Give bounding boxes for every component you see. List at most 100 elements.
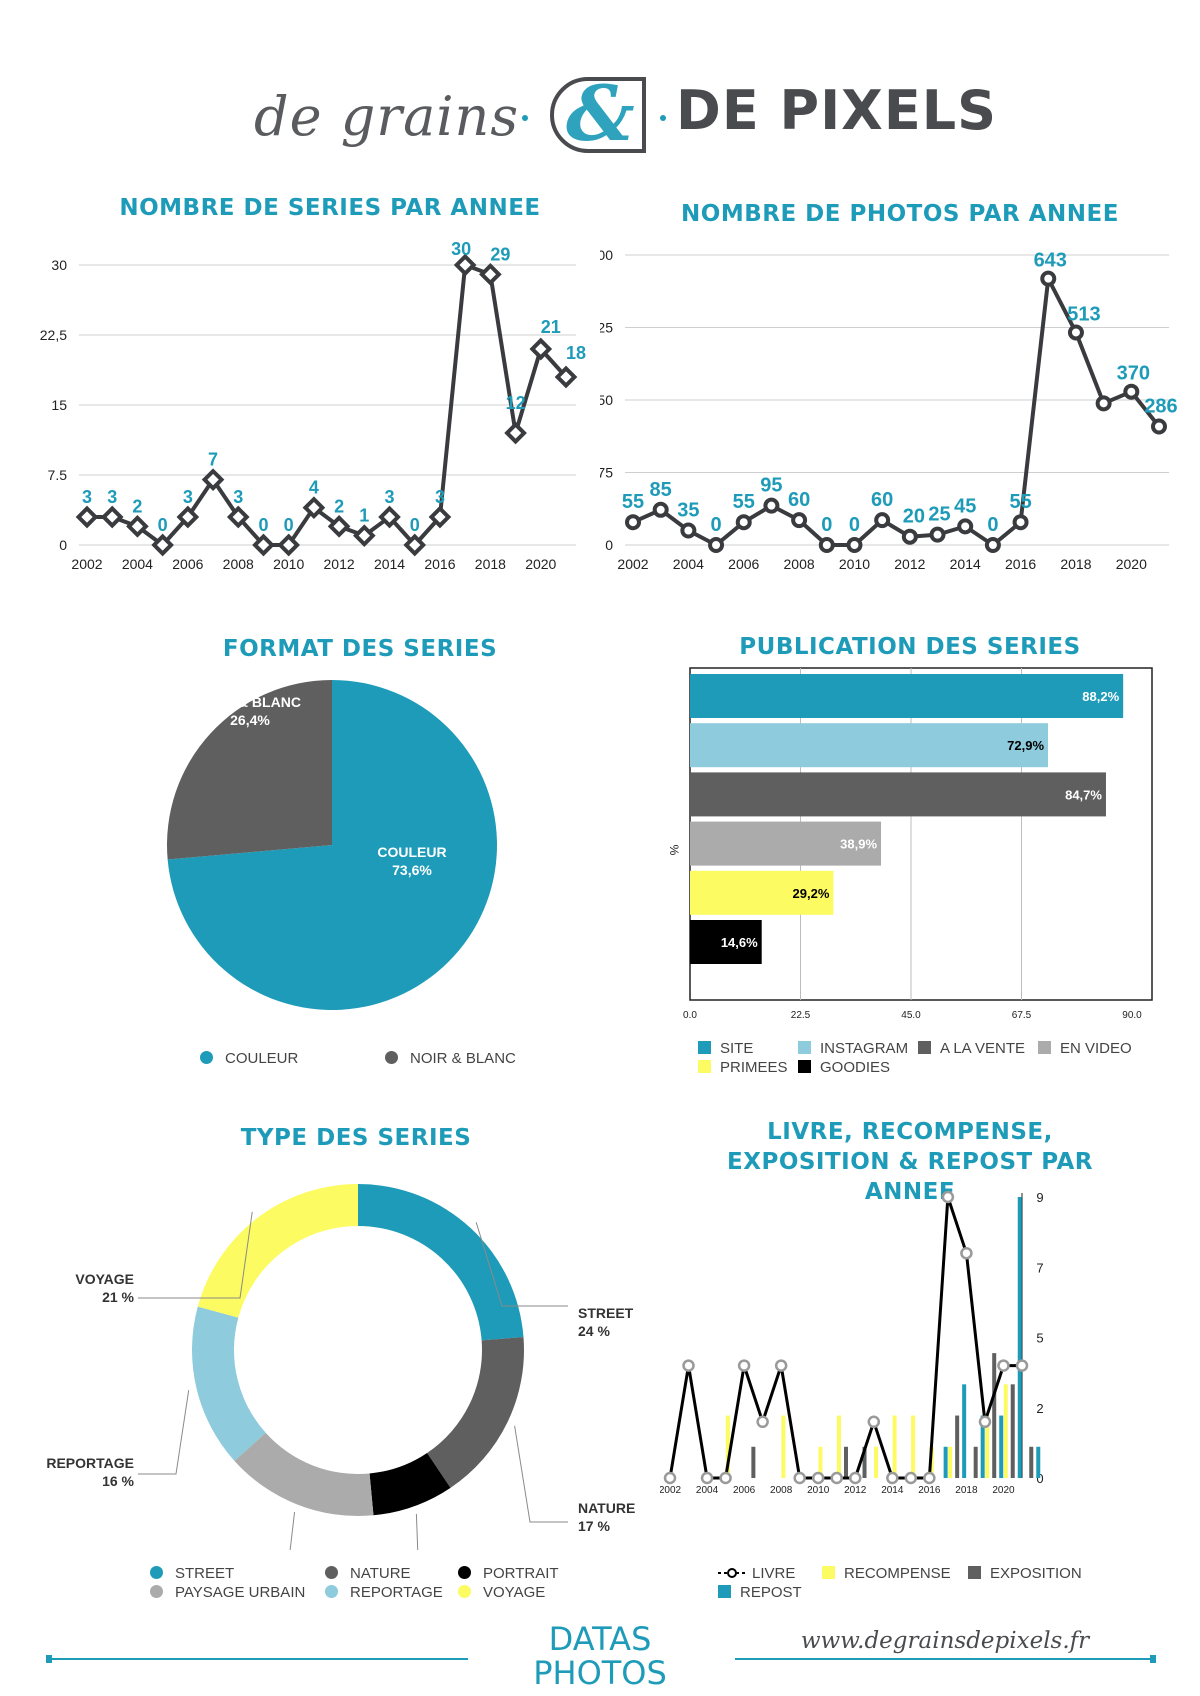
series-chart-data-label: 29: [490, 244, 510, 264]
series-chart-y-tick-label: 22,5: [40, 327, 67, 343]
series-chart-data-label: 18: [566, 343, 586, 363]
donut-slice-value-label: 21 %: [102, 1289, 134, 1305]
series-chart-x-tick-label: 2010: [273, 556, 304, 572]
photos-chart-data-label: 286: [1144, 396, 1177, 418]
books-livre-point: [886, 1471, 899, 1485]
photos-chart-y-tick-label: 700: [600, 247, 613, 263]
chart-format-pie: COULEUR 73,6% NOIR & BLANC 26,4%: [167, 680, 498, 1010]
photos-chart-data-label: 55: [1009, 491, 1031, 513]
books-livre-point: [867, 1415, 881, 1429]
donut-slice-nature: [427, 1337, 524, 1488]
legend-item-paysage-urbain: PAYSAGE URBAIN: [150, 1584, 305, 1601]
series-chart-y-tick-label: 0: [59, 537, 67, 553]
logo-ampersand-frame: [550, 77, 646, 153]
chart-title-photos-per-year: NOMBRE DE PHOTOS PAR ANNEE: [681, 201, 1119, 227]
legend-swatch-site: [698, 1041, 711, 1054]
series-chart-data-label: 1: [359, 506, 369, 526]
photos-chart-data-label: 0: [710, 514, 721, 536]
series-chart-point: [327, 515, 351, 538]
pie-slice-value-label: 73,6%: [392, 862, 432, 878]
legend-item-livre: LIVRE: [718, 1565, 795, 1582]
books-bar-exposition: [955, 1415, 960, 1478]
books-bar-recompense: [892, 1415, 897, 1478]
books-bar-exposition: [992, 1353, 997, 1478]
series-chart-point: [126, 515, 149, 538]
books-bar-recompense: [1003, 1384, 1008, 1478]
legend-label-a-la-vente: A LA VENTE: [940, 1040, 1026, 1057]
series-chart-data-label: 3: [233, 487, 243, 507]
donut-slice-paysage-urbain: [234, 1432, 374, 1516]
legend-item-site: SITE: [698, 1040, 753, 1057]
series-chart-data-label: 0: [284, 515, 294, 535]
series-chart-data-label: 12: [506, 393, 526, 413]
legend-item-noir-blanc: NOIR & BLANC: [385, 1050, 516, 1067]
publication-bar: [690, 772, 1106, 817]
series-chart-x-tick-label: 2004: [122, 556, 153, 572]
logo-dot-right: [660, 115, 666, 121]
series-chart-data-label: 3: [107, 487, 117, 507]
series-chart-data-label: 30: [451, 239, 471, 259]
footer-website-link[interactable]: www.degrainsdepixels.fr: [800, 1628, 1090, 1654]
publication-bar: [690, 723, 1049, 768]
series-chart-point: [479, 263, 502, 286]
photos-chart-y-tick-label: 0: [605, 537, 613, 553]
books-bar-exposition: [844, 1446, 848, 1478]
publication-bar-value-label: 88,2%: [1082, 689, 1119, 704]
legend-label-noir-blanc: NOIR & BLANC: [410, 1050, 516, 1067]
series-chart-point: [151, 533, 174, 557]
photos-chart-x-tick-label: 2016: [1005, 556, 1036, 572]
series-chart-data-label: 3: [385, 487, 395, 507]
photos-chart-point: [846, 537, 863, 553]
chart-photos-per-year: 0175350525700200220042006200820102012201…: [600, 247, 1178, 572]
books-right-tick-label: 5: [1036, 1331, 1043, 1346]
books-bar-recompense: [725, 1415, 730, 1478]
publication-x-tick-label: 67.5: [1012, 1010, 1032, 1021]
books-bar-repost: [980, 1415, 985, 1478]
photos-chart-point: [1067, 324, 1084, 341]
publication-axis-label: %: [667, 845, 681, 856]
photos-chart-data-label: 0: [987, 514, 998, 536]
donut-slice-value-label: 17 %: [578, 1518, 610, 1534]
footer-line-right-cap: [1150, 1655, 1156, 1663]
books-livre-point: [960, 1246, 973, 1260]
legend-label-goodies: GOODIES: [820, 1059, 891, 1076]
photos-chart-data-label: 55: [733, 491, 755, 513]
series-chart-point: [226, 505, 250, 529]
books-bar-recompense: [948, 1446, 953, 1478]
publication-bar: [690, 920, 762, 964]
chart-title-series-per-year: NOMBRE DE SERIES PAR ANNEE: [119, 195, 541, 221]
donut-leader-line: [475, 1222, 568, 1307]
books-bar-exposition: [751, 1446, 756, 1478]
books-bar-recompense: [818, 1446, 823, 1478]
donut-leader-line: [289, 1511, 296, 1550]
legend-swatch-a-la-vente: [918, 1041, 931, 1054]
footer-photos-text: PHOTOS: [533, 1654, 667, 1692]
books-right-tick-label: 7: [1036, 1260, 1043, 1275]
books-bar-exposition: [1029, 1446, 1034, 1478]
series-chart-point: [100, 505, 124, 529]
books-bar-exposition: [862, 1446, 867, 1478]
books-x-tick-label: 2004: [696, 1485, 719, 1496]
books-livre-point: [756, 1415, 769, 1429]
books-x-tick-label: 2006: [733, 1485, 756, 1496]
photos-chart-point: [1123, 383, 1140, 400]
series-chart-x-tick-label: 2012: [324, 556, 355, 572]
photos-chart-point: [1151, 418, 1167, 435]
photos-chart-x-tick-label: 2006: [728, 556, 759, 572]
pie-slice-name-label: COULEUR: [377, 844, 446, 860]
photos-chart-data-label: 25: [928, 504, 950, 526]
series-chart-y-tick-label: 15: [51, 397, 67, 413]
photos-chart-x-tick-label: 2014: [950, 556, 981, 572]
pie-slice-name-label: NOIR & BLANC: [199, 694, 301, 710]
donut-slice-voyage: [197, 1184, 358, 1318]
legend-swatch-exposition: [968, 1566, 981, 1579]
photos-chart-point: [763, 497, 780, 514]
series-chart-data-label: 0: [410, 515, 420, 535]
legend-swatch-primees: [698, 1060, 711, 1073]
series-chart-x-tick-label: 2018: [475, 556, 506, 572]
series-chart-y-tick-label: 30: [51, 257, 67, 273]
legend-swatch-voyage: [458, 1585, 471, 1598]
photos-chart-data-label: 0: [821, 514, 832, 536]
chart-title-types: TYPE DES SERIES: [240, 1125, 472, 1151]
